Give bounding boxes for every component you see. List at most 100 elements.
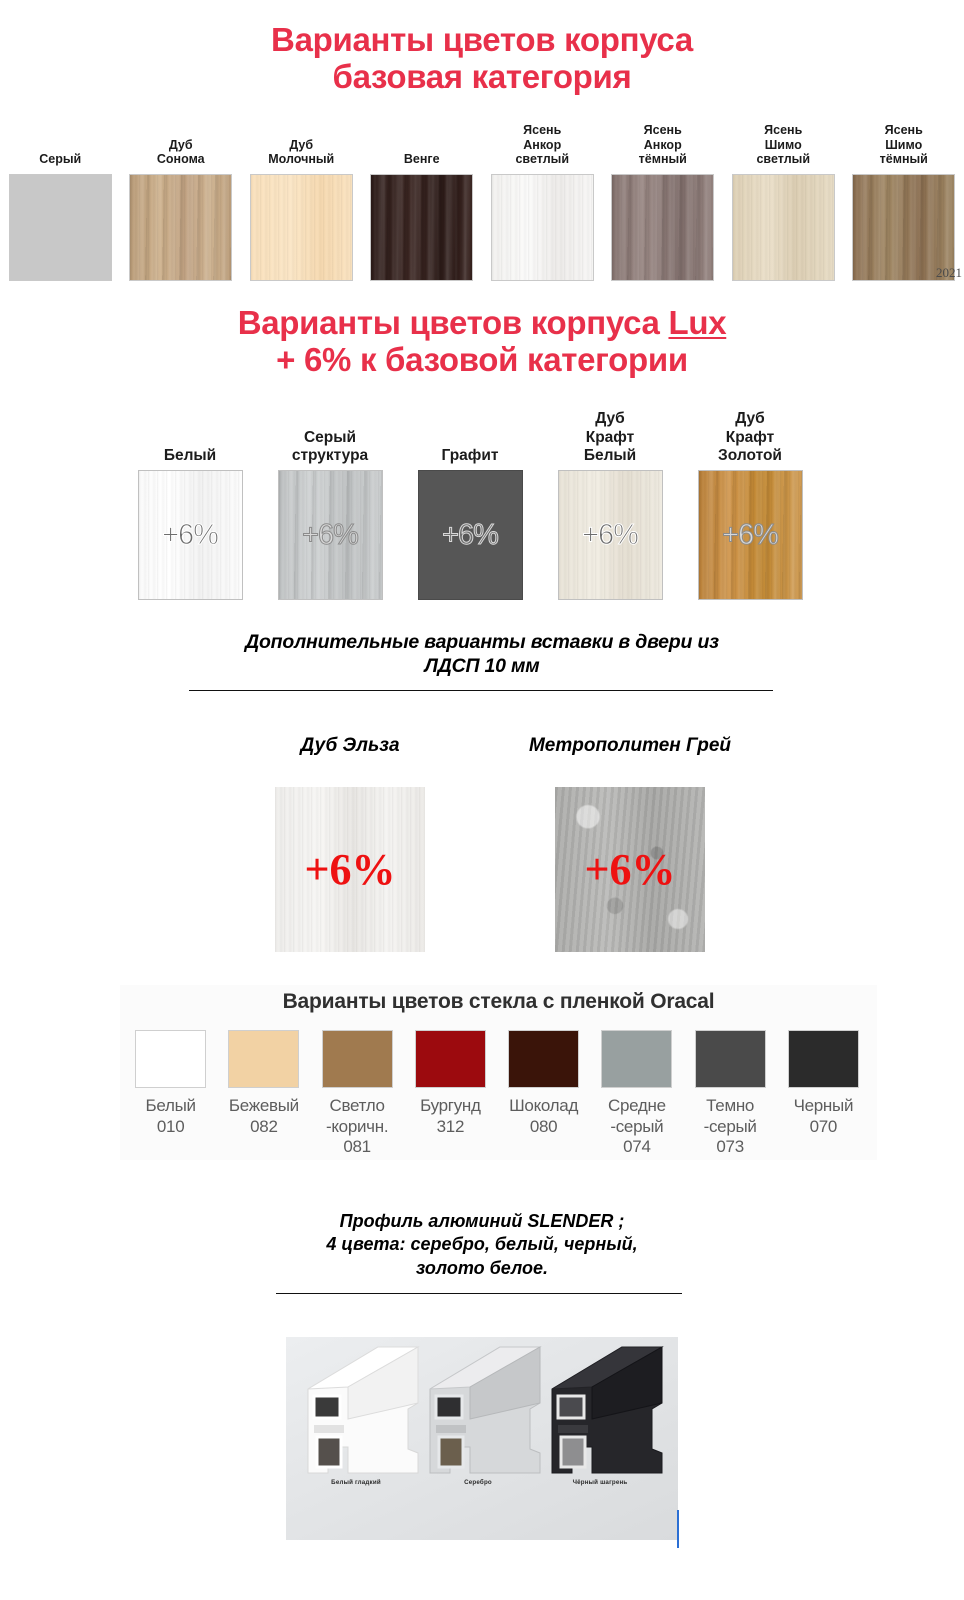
oracal-color-chernyy: [787, 1030, 859, 1088]
swatch-label: Дуб Сонома: [156, 137, 205, 167]
lux-color-grafit: +6%: [417, 470, 523, 600]
swatch-color-yasen-shimo-temnyy: [852, 174, 956, 281]
swatch-label: Ясень Шимо светлый: [756, 122, 810, 167]
lux-item-dub-kraft-zolotoy[interactable]: Дуб Крафт Золотой +6%: [680, 400, 820, 605]
markup-badge: +6%: [584, 844, 676, 894]
lux-color-seryy-struktura: +6%: [277, 470, 383, 600]
swatch-item-venge[interactable]: Венге: [362, 113, 483, 283]
year-watermark: 2021: [936, 265, 962, 280]
base-category-title: Варианты цветов корпуса базовая категори…: [0, 21, 964, 96]
oracal-item-chernyy[interactable]: Черный 070: [777, 1030, 870, 1158]
ldsp-color-metropoliten-grey: +6%: [555, 787, 705, 952]
markup-badge: +6%: [582, 518, 640, 551]
profile-silver: Серебро: [422, 1341, 544, 1494]
ldsp-label: Метрополитен Грей: [528, 735, 732, 756]
oracal-label: Шоколад 080: [509, 1096, 579, 1136]
oracal-label: Бежевый 082: [228, 1096, 299, 1136]
swatch-color-yasen-ankor-temnyy: [611, 174, 715, 281]
oracal-item-belyy[interactable]: Белый 010: [124, 1030, 217, 1158]
swatch-item-yasen-ankor-svetlyy[interactable]: Ясень Анкор светлый: [482, 113, 603, 283]
lux-color-dub-kraft-zolotoy: +6%: [697, 470, 803, 600]
oracal-color-bezhevyy: [228, 1030, 300, 1088]
ldsp-color-dub-elza: +6%: [275, 787, 425, 952]
swatch-label: Ясень Шимо тёмный: [879, 122, 928, 167]
oracal-swatch-row: Белый 010 Бежевый 082 Светло -коричн. 08…: [124, 1030, 870, 1158]
oracal-color-shokolad: [508, 1030, 580, 1088]
oracal-title: Варианты цветов стекла с пленкой Oracal: [282, 990, 715, 1013]
profile-black-shape: [551, 1346, 664, 1474]
oracal-item-shokolad[interactable]: Шоколад 080: [497, 1030, 590, 1158]
ldsp-item-metropoliten-grey[interactable]: Метрополитен Грей +6%: [490, 735, 770, 952]
oracal-color-sredne-seryy: [601, 1030, 673, 1088]
swatch-label: Венге: [403, 152, 440, 167]
swatch-label: Ясень Анкор светлый: [515, 122, 569, 167]
lux-label: Белый: [163, 447, 217, 465]
swatch-item-dub-molochnyy[interactable]: Дуб Молочный: [241, 113, 362, 283]
swatch-label: Дуб Молочный: [268, 137, 335, 167]
slender-title-line-3: золото белое.: [415, 1257, 548, 1278]
ldsp-insert-title: Дополнительные варианты вставки в двери …: [132, 630, 832, 679]
lux-label: Графит: [441, 447, 499, 465]
oracal-item-sredne-seryy[interactable]: Средне -серый 074: [590, 1030, 683, 1158]
ldsp-label: Дуб Эльза: [300, 735, 400, 756]
lux-label: Дуб Крафт Золотой: [718, 410, 782, 465]
lux-swatch-row: Белый +6% Серый структура +6% Графит +6% …: [120, 400, 820, 605]
swatch-color-seryy: [8, 174, 112, 281]
swatch-item-yasen-shimo-svetlyy[interactable]: Ясень Шимо светлый: [723, 113, 844, 283]
swatch-color-venge: [370, 174, 474, 281]
lux-item-seryy-struktura[interactable]: Серый структура +6%: [260, 400, 400, 605]
oracal-color-belyy: [135, 1030, 207, 1088]
swatch-label: Ясень Анкор тёмный: [638, 122, 687, 167]
slender-title-line-1: Профиль алюминий SLENDER ;: [339, 1211, 625, 1231]
slender-profile-photo: Белый гладкий Серебро: [286, 1337, 678, 1540]
ldsp-swatch-row: Дуб Эльза +6% Метрополитен Грей +6%: [210, 735, 770, 952]
lux-item-grafit[interactable]: Графит +6%: [400, 400, 540, 605]
slender-title-line-2: 4 цвета: серебро, белый, черный,: [326, 1234, 638, 1255]
lux-category-title: Варианты цветов корпуса Lux + 6% к базов…: [0, 304, 964, 379]
lux-title-line-1: Варианты цветов корпуса Lux: [237, 304, 727, 341]
profile-white-shape: [307, 1346, 420, 1474]
oracal-label: Бургунд 312: [420, 1096, 481, 1136]
profile-caption: Белый гладкий: [331, 1479, 381, 1486]
base-swatch-row: Серый Дуб Сонома Дуб Молочный Венге Ясень А: [0, 113, 964, 283]
markup-badge: +6%: [162, 518, 220, 551]
profile-silver-shape: [429, 1346, 542, 1474]
swatch-item-yasen-shimo-temnyy[interactable]: Ясень Шимо тёмный: [844, 113, 964, 283]
swatch-label: Серый: [39, 152, 82, 167]
lux-label: Дуб Крафт Белый: [583, 410, 637, 465]
ldsp-divider: [189, 690, 773, 691]
oracal-color-temno-seryy: [694, 1030, 766, 1088]
lux-title-line-2: + 6% к базовой категории: [276, 340, 688, 378]
swatch-color-yasen-shimo-svetlyy: [731, 174, 835, 281]
lux-color-belyy: +6%: [137, 470, 243, 600]
oracal-label: Белый 010: [145, 1096, 196, 1136]
oracal-label: Темно -серый 073: [703, 1096, 757, 1157]
base-title-line-1: Варианты цветов корпуса: [271, 21, 693, 58]
swatch-color-yasen-ankor-svetlyy: [490, 174, 594, 281]
markup-badge: +6%: [442, 518, 500, 551]
markup-badge: +6%: [722, 518, 780, 551]
oracal-color-burgund: [414, 1030, 486, 1088]
oracal-item-bezhevyy[interactable]: Бежевый 082: [217, 1030, 310, 1158]
lux-word: Lux: [668, 304, 727, 341]
swatch-color-dub-molochnyy: [249, 174, 353, 281]
oracal-label: Светло -коричн. 081: [325, 1096, 389, 1157]
oracal-item-burgund[interactable]: Бургунд 312: [404, 1030, 497, 1158]
oracal-item-temno-seryy[interactable]: Темно -серый 073: [684, 1030, 777, 1158]
slender-profile-title: Профиль алюминий SLENDER ; 4 цвета: сере…: [232, 1210, 732, 1280]
swatch-item-yasen-ankor-temnyy[interactable]: Ясень Анкор тёмный: [603, 113, 724, 283]
profile-caption: Чёрный шагрень: [572, 1479, 628, 1486]
profile-black: Чёрный шагрень: [544, 1341, 666, 1494]
profile-white: Белый гладкий: [300, 1341, 422, 1494]
lux-color-dub-kraft-belyy: +6%: [557, 470, 663, 600]
oracal-label: Средне -серый 074: [607, 1096, 666, 1157]
lux-item-dub-kraft-belyy[interactable]: Дуб Крафт Белый +6%: [540, 400, 680, 605]
oracal-item-svetlo-korichn[interactable]: Светло -коричн. 081: [311, 1030, 404, 1158]
lux-item-belyy[interactable]: Белый +6%: [120, 400, 260, 605]
swatch-color-dub-sonoma: [129, 174, 233, 281]
swatch-item-dub-sonoma[interactable]: Дуб Сонома: [121, 113, 242, 283]
swatch-item-seryy[interactable]: Серый: [0, 113, 121, 283]
selection-marker: [677, 1510, 679, 1548]
ldsp-item-dub-elza[interactable]: Дуб Эльза +6%: [210, 735, 490, 952]
